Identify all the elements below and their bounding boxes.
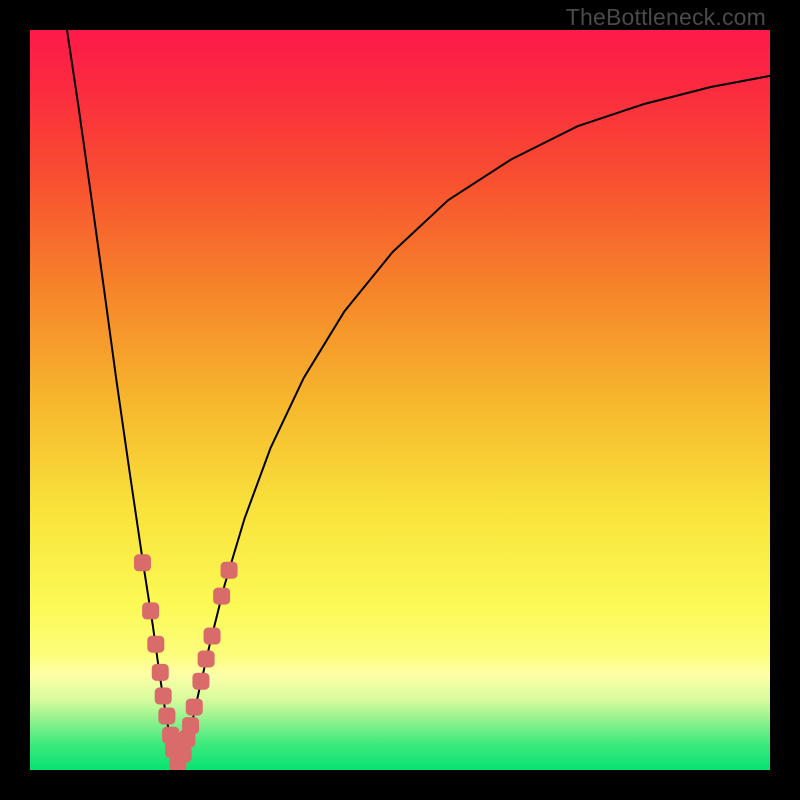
data-marker bbox=[198, 651, 214, 667]
data-marker bbox=[143, 603, 159, 619]
data-marker bbox=[204, 628, 220, 644]
data-marker bbox=[134, 555, 150, 571]
data-marker bbox=[152, 664, 168, 680]
data-marker bbox=[214, 588, 230, 604]
data-marker bbox=[186, 699, 202, 715]
data-marker bbox=[183, 718, 199, 734]
watermark-text: TheBottleneck.com bbox=[566, 4, 766, 31]
data-marker bbox=[159, 708, 175, 724]
data-marker bbox=[221, 562, 237, 578]
data-marker bbox=[175, 746, 191, 762]
plot-area bbox=[30, 30, 770, 770]
data-marker bbox=[193, 673, 209, 689]
chart-svg bbox=[30, 30, 770, 770]
gradient-background bbox=[30, 30, 770, 770]
data-marker bbox=[148, 636, 164, 652]
data-marker bbox=[155, 688, 171, 704]
